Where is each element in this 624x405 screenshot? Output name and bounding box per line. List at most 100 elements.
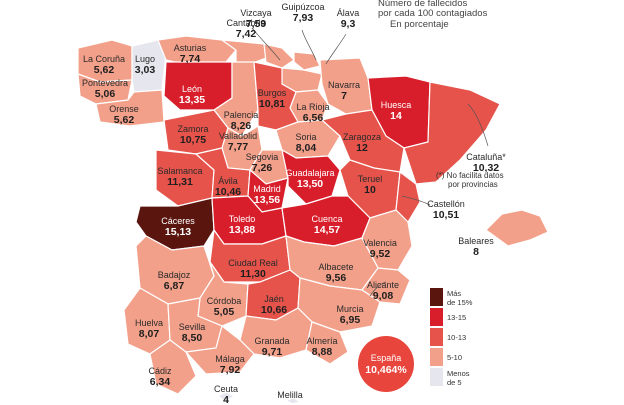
province-value-teruel: 10: [364, 184, 376, 196]
province-value-madrid: 13,56: [254, 194, 280, 206]
province-melilla: [284, 397, 302, 405]
province-value-malaga: 7,92: [220, 364, 241, 376]
province-value-navarra: 7: [341, 90, 347, 102]
province-labels: La Coruña5,62Lugo3,03Pontevedra5,06Orens…: [82, 2, 506, 405]
province-value-soria: 8,04: [296, 142, 317, 154]
province-name-avila: Ávila: [218, 176, 238, 186]
province-value-jaen: 10,66: [261, 304, 287, 316]
vizcaya-leader: [251, 27, 281, 61]
province-value-guipuzcoa: 7,93: [293, 12, 314, 24]
legend-swatch-2: [430, 328, 443, 346]
province-value-valencia: 9,52: [370, 248, 391, 260]
province-value-alava: 9,3: [341, 18, 356, 30]
province-name-zaragoza: Zaragoza: [343, 132, 381, 142]
province-value-cadiz: 6,34: [150, 376, 171, 388]
province-cantabria: [219, 39, 267, 65]
province-name-badajoz: Badajoz: [158, 270, 191, 280]
province-malaga: [184, 324, 255, 375]
province-value-zamora: 10,75: [180, 134, 206, 146]
province-value-salamanca: 11,31: [167, 176, 193, 188]
province-cadiz: [149, 339, 197, 395]
national-name: España: [371, 353, 402, 363]
title-line-2: por cada 100 contagiados: [378, 8, 488, 19]
province-name-cadiz: Cádiz: [148, 366, 172, 376]
province-name-ciudad-real: Ciudad Real: [228, 258, 278, 268]
province-name-toledo: Toledo: [229, 214, 256, 224]
province-name-teruel: Teruel: [358, 174, 383, 184]
legend-label-4-0: Menos: [447, 369, 470, 378]
province-burgos: [253, 61, 299, 131]
province-value-asturias: 7,74: [180, 53, 201, 65]
province-name-huelva: Huelva: [135, 318, 163, 328]
footnote-line-2: por provincias: [448, 180, 498, 189]
province-name-vizcaya: Vizcaya: [240, 8, 271, 18]
province-value-cuenca: 14,57: [314, 224, 340, 236]
province-value-cantabria: 7,42: [236, 28, 257, 40]
footnote: (*) No facilita datos por provincias: [436, 171, 504, 189]
province-vizcaya: [263, 43, 295, 69]
province-name-orense: Orense: [109, 104, 139, 114]
province-value-leon: 13,35: [179, 94, 205, 106]
province-value-huesca: 14: [390, 110, 402, 122]
province-name-cataluna: Cataluña*: [466, 152, 506, 162]
legend-label-4-1: de 5: [447, 378, 462, 387]
legend-swatch-0: [430, 288, 443, 306]
province-name-madrid: Madrid: [253, 184, 281, 194]
province-value-baleares: 8: [473, 246, 479, 258]
province-name-palencia: Palencia: [224, 110, 259, 120]
province-cataluna: [403, 81, 501, 185]
province-value-albacete: 9,56: [326, 272, 347, 284]
province-name-caceres: Cáceres: [161, 216, 195, 226]
castellon-leader: [401, 195, 431, 206]
province-name-jaen: Jaén: [264, 294, 284, 304]
province-value-burgos: 10,81: [259, 98, 285, 110]
province-name-valladolid: Valladolid: [219, 131, 257, 141]
province-value-toledo: 13,88: [229, 224, 255, 236]
province-name-navarra: Navarra: [328, 80, 360, 90]
province-name-murcia: Murcia: [336, 304, 363, 314]
province-name-pontevedra: Pontevedra: [82, 78, 128, 88]
province-name-granada: Granada: [254, 336, 289, 346]
province-baleares: [485, 209, 549, 247]
alava-leader: [325, 33, 347, 65]
legend-label-2-0: 10-13: [447, 333, 466, 342]
province-name-la-coruna: La Coruña: [83, 54, 125, 64]
province-name-burgos: Burgos: [258, 88, 287, 98]
legend-label-0-1: de 15%: [447, 298, 473, 307]
province-name-leon: León: [182, 84, 202, 94]
province-name-albacete: Albacete: [318, 262, 353, 272]
title-line-3: En porcentaje: [390, 19, 449, 30]
province-name-soria: Soria: [295, 132, 316, 142]
province-value-cordoba: 5,05: [214, 306, 235, 318]
province-value-vizcaya: 7,59: [246, 18, 267, 30]
province-value-avila: 10,46: [215, 186, 241, 198]
province-almeria: [305, 321, 349, 365]
guipuzcoa-leader: [301, 29, 317, 61]
province-value-castellon: 10,51: [433, 209, 459, 221]
province-value-palencia: 8,26: [231, 120, 252, 132]
province-guipuzcoa: [293, 51, 321, 71]
cataluna-leader: [467, 103, 489, 147]
province-value-la-rioja: 6,56: [303, 112, 324, 124]
province-name-la-rioja: La Rioja: [296, 102, 329, 112]
province-name-alava: Álava: [337, 8, 360, 18]
province-value-pontevedra: 5,06: [95, 88, 116, 100]
province-value-la-coruna: 5,62: [94, 64, 115, 76]
province-name-ceuta: Ceuta: [214, 384, 238, 394]
province-value-ceuta: 4: [223, 394, 229, 405]
legend-swatch-4: [430, 368, 443, 386]
legend-label-1-0: 13-15: [447, 313, 466, 322]
province-value-almeria: 8,88: [312, 346, 333, 358]
legend-label-0-0: Más: [447, 289, 461, 298]
province-value-badajoz: 6,87: [164, 280, 185, 292]
province-value-granada: 9,71: [262, 346, 283, 358]
province-name-salamanca: Salamanca: [157, 166, 202, 176]
province-name-cantabria: Cantabria: [226, 18, 265, 28]
province-name-cordoba: Córdoba: [207, 296, 242, 306]
province-value-sevilla: 8,50: [182, 332, 203, 344]
footnote-line-1: (*) No facilita datos: [436, 171, 504, 180]
province-name-guipuzcoa: Guipúzcoa: [281, 2, 324, 12]
legend-swatch-1: [430, 308, 443, 326]
